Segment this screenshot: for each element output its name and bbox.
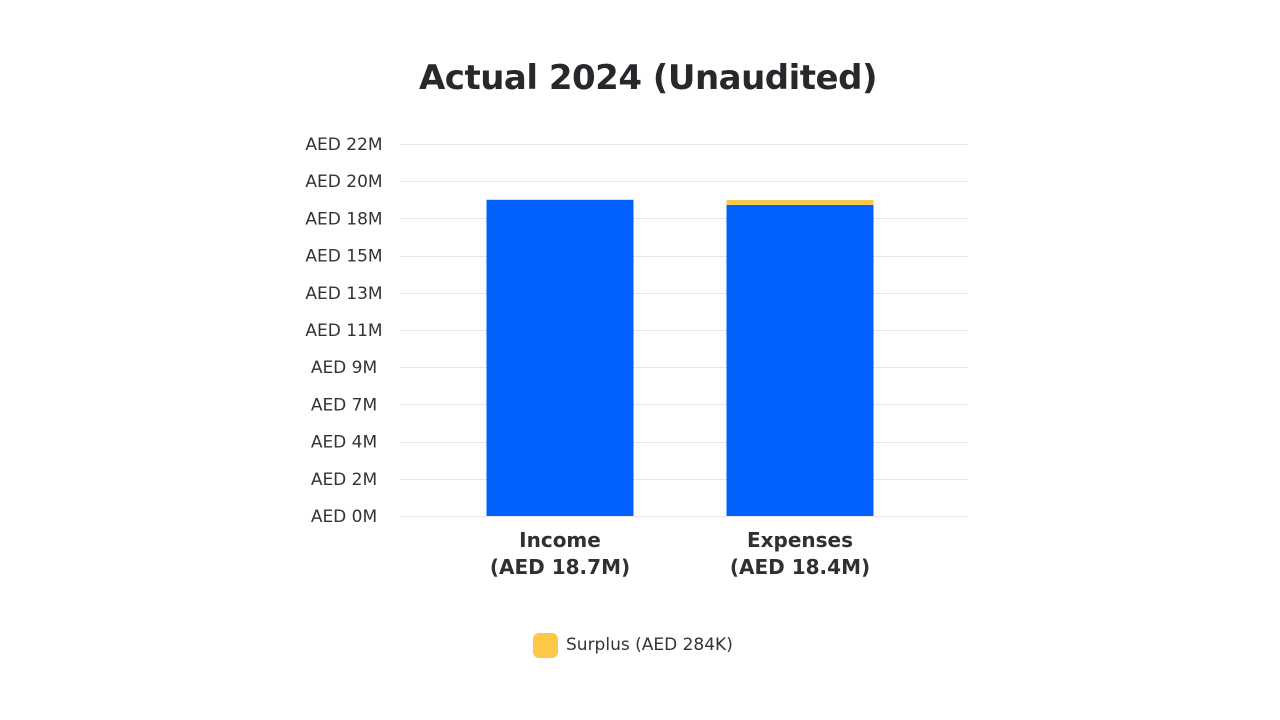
y-tick-label: AED 4M xyxy=(311,433,377,453)
bars xyxy=(486,199,874,517)
x-tick-label: Expenses xyxy=(747,528,853,552)
bar-expenses xyxy=(726,204,874,516)
legend-swatch-surplus xyxy=(533,632,558,658)
bar-income xyxy=(486,199,634,517)
legend-label-surplus: Surplus (AED 284K) xyxy=(566,635,733,655)
y-tick-label: AED 9M xyxy=(311,358,377,378)
y-tick-label: AED 20M xyxy=(305,172,382,192)
y-tick-label: AED 15M xyxy=(305,247,382,267)
x-tick-label: Income xyxy=(519,528,601,552)
x-axis: Income (AED 18.7M) Expenses (AED 18.4M) xyxy=(490,528,870,579)
y-tick-label: AED 0M xyxy=(311,507,377,527)
y-tick-label: AED 2M xyxy=(311,470,377,490)
y-axis: AED 0M AED 2M AED 4M AED 7M AED 9M AED 11M AED… xyxy=(305,135,382,527)
legend: Surplus (AED 284K) xyxy=(533,632,733,658)
grid-lines xyxy=(400,144,968,517)
y-tick-label: AED 7M xyxy=(311,395,377,415)
x-tick-label: (AED 18.4M) xyxy=(730,555,870,579)
y-tick-label: AED 22M xyxy=(305,135,382,155)
y-tick-label: AED 11M xyxy=(305,321,382,341)
x-tick-label: (AED 18.7M) xyxy=(490,555,630,579)
bar-expenses-surplus xyxy=(726,200,874,205)
chart-title: Actual 2024 (Unaudited) xyxy=(418,58,878,98)
y-tick-label: AED 13M xyxy=(305,284,382,304)
y-tick-label: AED 18M xyxy=(305,209,382,229)
